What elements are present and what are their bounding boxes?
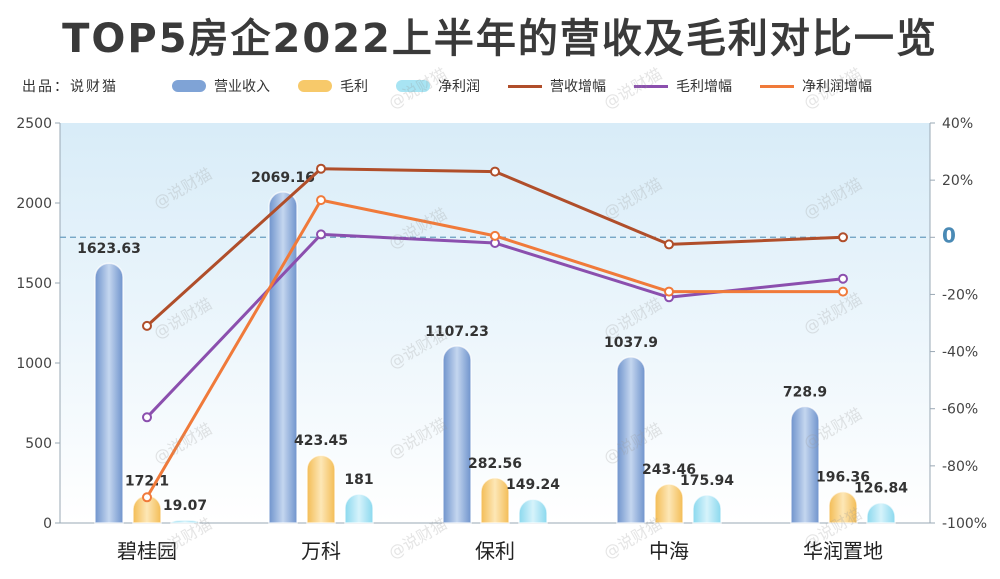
- y-tick-label-right: -100%: [942, 516, 987, 532]
- line-point: [838, 286, 848, 297]
- bar-data-label: 423.45: [294, 433, 348, 449]
- bar-data-label: 19.07: [163, 498, 207, 514]
- y-tick-label-left: 2000: [16, 196, 52, 212]
- bar: [616, 356, 646, 524]
- bar-data-label: 196.36: [816, 470, 870, 486]
- legend-label: 毛利增幅: [676, 79, 732, 95]
- bar: [442, 345, 472, 524]
- y-tick-label-right: -20%: [942, 287, 978, 303]
- line-point: [316, 195, 326, 206]
- y-tick-label-left: 2500: [16, 116, 52, 132]
- bar-data-label: 126.84: [854, 481, 908, 497]
- plot-background: [60, 123, 930, 523]
- bar: [170, 519, 200, 524]
- y-tick-label-right: 0: [942, 223, 956, 247]
- bar-data-label: 1623.63: [77, 241, 141, 257]
- bar-data-label: 243.46: [642, 462, 696, 478]
- bar-data-label: 282.56: [468, 456, 522, 472]
- legend-label: 净利润增幅: [802, 79, 872, 95]
- x-tick-label: 碧桂园: [117, 539, 177, 563]
- bar: [518, 498, 548, 524]
- legend-item: 毛利: [298, 76, 368, 96]
- legend-swatch: [760, 84, 794, 88]
- x-tick-label: 万科: [301, 539, 341, 563]
- chart-legend: 营业收入 毛利 净利润 营收增幅 毛利增幅 净利润增幅: [172, 76, 900, 96]
- bar: [790, 405, 820, 524]
- bar-data-label: 175.94: [680, 473, 734, 489]
- y-tick-label-right: -60%: [942, 402, 978, 418]
- bar-data-label: 2069.16: [251, 170, 315, 186]
- x-tick-label: 中海: [649, 539, 689, 563]
- bar: [94, 262, 124, 524]
- y-tick-label-right: -40%: [942, 345, 978, 361]
- bar-data-label: 1107.23: [425, 324, 489, 340]
- y-tick-label-left: 0: [43, 516, 52, 532]
- bar: [866, 502, 896, 524]
- x-tick-label: 华润置地: [803, 539, 883, 563]
- legend-item: 营收增幅: [508, 76, 606, 96]
- y-tick-label-right: 20%: [942, 173, 973, 189]
- line-point: [664, 239, 674, 250]
- line-point: [838, 232, 848, 243]
- bar-data-label: 172.1: [125, 473, 169, 489]
- bar-data-label: 149.24: [506, 477, 560, 493]
- y-tick-label-right: 40%: [942, 116, 973, 132]
- bar: [306, 454, 336, 524]
- source-credit: 出品：说财猫: [22, 79, 118, 95]
- legend-swatch: [508, 84, 542, 88]
- line-point: [142, 320, 152, 331]
- bar: [692, 494, 722, 524]
- bar-data-label: 1037.9: [604, 335, 658, 351]
- legend-item: 净利润增幅: [760, 76, 872, 96]
- legend-label: 净利润: [438, 79, 480, 95]
- legend-swatch: [298, 80, 332, 92]
- bar: [344, 493, 374, 524]
- y-tick-label-left: 1000: [16, 356, 52, 372]
- legend-label: 营业收入: [214, 79, 270, 95]
- x-tick-label: 保利: [475, 539, 515, 563]
- line-point: [142, 412, 152, 423]
- legend-swatch: [172, 80, 206, 92]
- bar: [654, 483, 684, 524]
- line-point: [316, 163, 326, 174]
- line-point: [316, 229, 326, 240]
- chart-title: TOP5房企2022上半年的营收及毛利对比一览: [62, 16, 938, 62]
- legend-swatch: [396, 80, 430, 92]
- legend-item: 毛利增幅: [634, 76, 732, 96]
- line-point: [490, 230, 500, 241]
- bar: [268, 191, 298, 524]
- bar: [480, 477, 510, 524]
- legend-item: 净利润: [396, 76, 480, 96]
- legend-label: 营收增幅: [550, 79, 606, 95]
- line-point: [664, 286, 674, 297]
- y-tick-label-left: 500: [25, 436, 52, 452]
- legend-swatch: [634, 84, 668, 88]
- legend-item: 营业收入: [172, 76, 270, 96]
- bar: [828, 490, 858, 524]
- line-point: [490, 166, 500, 177]
- bar-data-label: 181: [344, 472, 373, 488]
- y-tick-label-right: -80%: [942, 459, 978, 475]
- legend-label: 毛利: [340, 79, 368, 95]
- y-tick-label-left: 1500: [16, 276, 52, 292]
- line-point: [838, 273, 848, 284]
- bar-data-label: 728.9: [783, 384, 827, 400]
- line-point: [142, 492, 152, 503]
